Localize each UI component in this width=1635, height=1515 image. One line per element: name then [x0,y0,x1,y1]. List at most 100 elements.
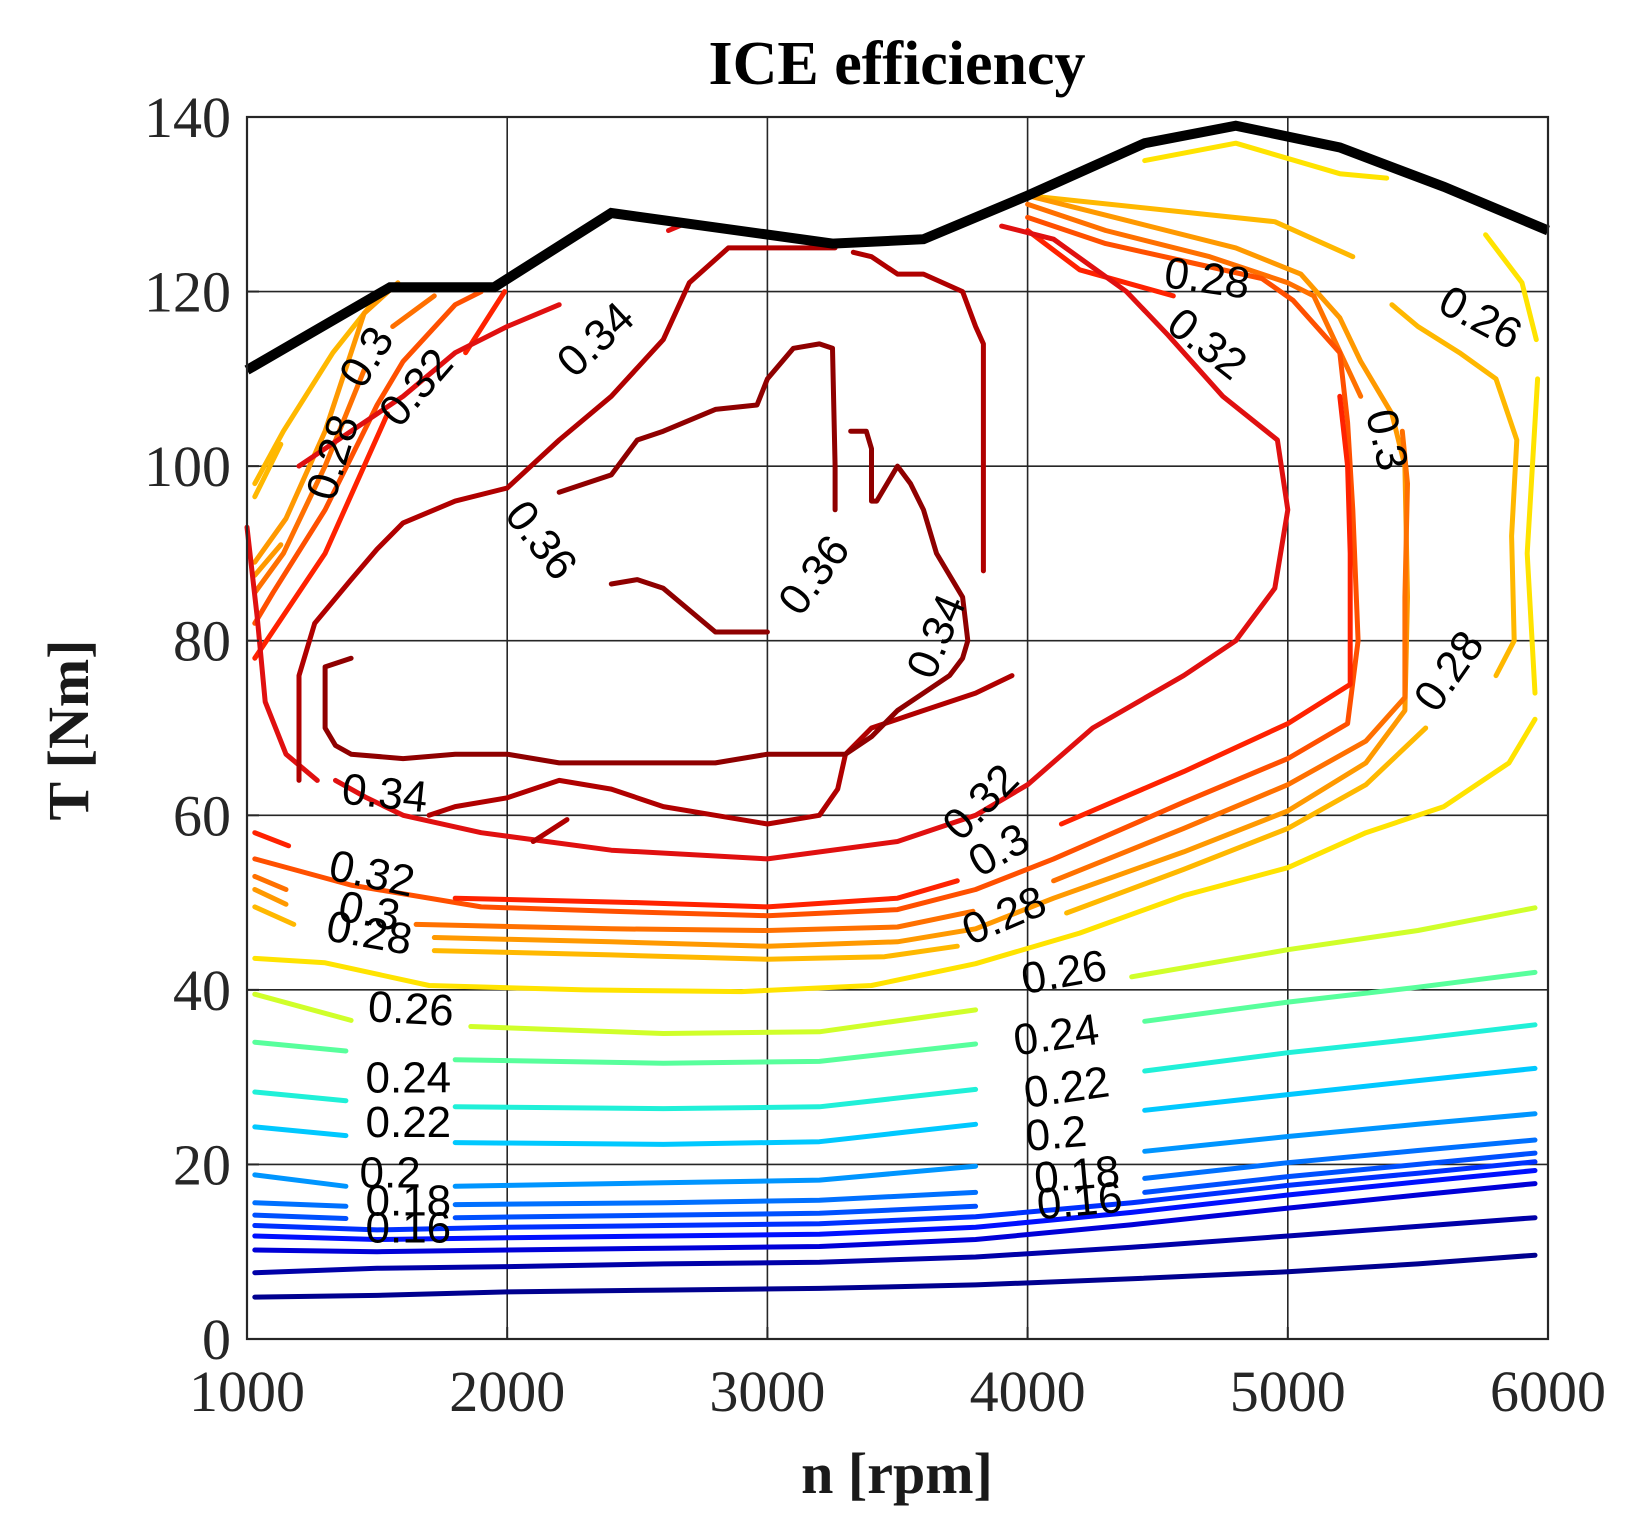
contour-line-0.16 [1142,1150,1538,1195]
contour-line-0.25 [252,1039,349,1054]
y-tick-label: 60 [173,783,231,848]
contour-line-0.22 [252,1124,349,1139]
chart-title: ICE efficiency [708,30,1085,98]
contour-label: 0.2 [360,1149,421,1198]
contour-line-0.12 [252,1168,1538,1242]
contour-line-0.34 [244,524,320,783]
contour-line-0.32 [1058,393,1353,827]
contour-line-0.35 [850,249,986,574]
contour-line-0.2 [1142,1111,1538,1154]
y-tick-label: 120 [144,260,231,325]
contour-label: 0.2 [1024,1107,1089,1161]
contour-line-0.16 [252,1212,349,1221]
contour-line-0.24 [1142,1022,1538,1074]
contour-label: 0.3 [1356,405,1418,476]
contour-label: 0.16 [366,1204,452,1253]
contour-line-0.36 [556,341,838,513]
contour-line-0.08 [252,1215,1538,1276]
contour-label: 0.26 [367,982,455,1035]
contour-line-0.22 [452,1121,979,1147]
contour-line-0.32 [252,411,390,661]
contour-line-0.32 [252,830,292,849]
contour-line-0.36 [322,428,971,766]
contour-line-0.31 [252,214,1361,919]
contour-line-0.32 [452,878,960,910]
contour-label: 0.34 [340,765,430,823]
contour-line-0.28 [1389,302,1520,679]
contour-line-0.18 [1142,1137,1538,1181]
y-axis-label: T [Nm] [36,640,101,821]
contour-line-0.35 [530,817,570,844]
contour-label: 0.18 [1032,1147,1122,1203]
contour-label: 0.22 [1021,1057,1113,1117]
contour-line-0.06 [252,1252,1538,1300]
x-tick-label: 3000 [709,1359,825,1424]
x-tick-label: 6000 [1490,1359,1606,1424]
contour-label: 0.28 [297,409,369,505]
contour-line-0.1 [252,1181,1538,1255]
contour-line-0.28 [431,943,960,962]
x-tick-label: 4000 [970,1359,1086,1424]
y-tick-label: 40 [173,958,231,1023]
contour-line-0.27 [1483,232,1539,343]
contour-label: 0.36 [495,492,586,590]
y-tick-label: 140 [144,85,231,150]
contour-line-0.29 [252,280,401,565]
contour-line-0.36 [608,577,770,635]
contour-label: 0.34 [897,587,976,685]
y-axis-ticks: 0 20 40 60 80 100 120 140 [144,85,259,1372]
contour-line-0.34 [333,223,1291,862]
contour-line-0.3 [252,367,367,596]
contour-label: 0.28 [1404,622,1493,720]
contour-line-0.29 [431,193,1410,949]
contour-line-0.18 [252,1200,349,1209]
plot-area-frame [245,115,1550,1341]
contour-line-0.25 [452,1041,979,1066]
contour-label: 0.24 [1010,1005,1102,1065]
contour-line-0.34 [296,302,562,469]
contour-line-0.29 [252,887,289,907]
contour-line-0.24 [252,1089,349,1104]
contour-line-0.29 [252,542,284,578]
contour-label: 0.18 [366,1177,452,1226]
contour-label: 0.3 [335,882,404,941]
contour-line-0.3 [390,293,437,329]
contour-label: 0.28 [323,902,416,965]
contour-line-0.28 [252,297,377,487]
contour-line-0.22 [1142,1065,1538,1113]
y-tick-label: 20 [173,1132,231,1197]
contour-line-0.16 [452,1203,979,1221]
contour-label: 0.28 [1161,248,1253,308]
contour-line-0.2 [452,1163,979,1189]
contour-line-0.35 [296,245,838,783]
contour-line-0.35 [426,673,1015,827]
contour-line-0.28 [252,904,297,927]
max-torque-curve [244,120,1550,375]
y-tick-label: 80 [173,609,231,674]
contour-line-0.26 [468,1007,979,1036]
contour-line-0.26 [1129,905,1538,980]
x-tick-label: 5000 [1230,1359,1346,1424]
contour-line-0.32 [1025,228,1176,299]
contour-label: 0.22 [366,1098,452,1147]
contour-label: 0.16 [1035,1173,1125,1229]
contour-label: 0.36 [769,526,860,624]
max-torque-line [244,120,1550,375]
y-tick-label: 0 [202,1307,231,1372]
contour-line-0.3 [413,908,976,933]
contour-line-0.27 [1524,376,1541,696]
contour-line-0.31 [252,289,484,626]
contour-line-0.28 [1064,725,1429,916]
x-axis-label: n [rpm] [801,1441,993,1506]
contour-line-0.3 [252,873,289,892]
contour-label: 0.24 [366,1054,452,1103]
contour-line-0.26 [252,991,354,1023]
contour-line-0.25 [1142,969,1538,1024]
contour-label: 0.34 [548,292,644,386]
contour-line-0.14 [252,1159,1538,1233]
x-axis-ticks: 1000 2000 3000 4000 5000 6000 [189,1327,1606,1424]
contour-line-0.18 [452,1189,979,1208]
contour-line-0.3 [1051,428,1410,884]
x-tick-label: 1000 [189,1359,305,1424]
